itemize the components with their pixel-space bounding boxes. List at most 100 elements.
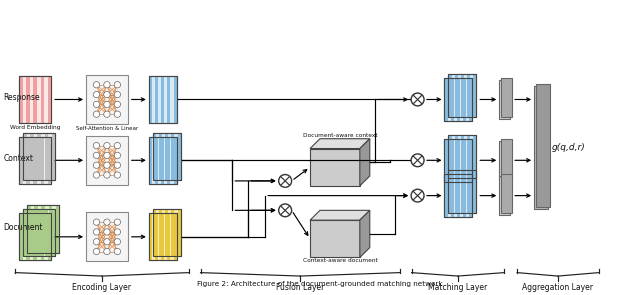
Bar xyxy=(449,74,476,117)
Bar xyxy=(444,139,472,182)
Bar xyxy=(19,137,51,184)
Bar xyxy=(26,76,30,123)
Bar xyxy=(86,136,128,185)
Circle shape xyxy=(114,82,120,88)
Circle shape xyxy=(411,93,424,106)
Bar xyxy=(23,133,55,180)
Circle shape xyxy=(93,91,100,98)
Text: g(q,d,r): g(q,d,r) xyxy=(552,143,586,152)
Bar xyxy=(33,76,37,123)
Bar xyxy=(444,78,472,121)
Circle shape xyxy=(104,82,110,88)
Bar xyxy=(173,213,177,260)
Bar xyxy=(30,209,34,256)
Bar xyxy=(463,78,466,121)
Bar xyxy=(28,205,59,253)
Bar xyxy=(33,213,37,260)
Bar xyxy=(454,135,458,178)
Polygon shape xyxy=(310,220,360,258)
Circle shape xyxy=(114,152,120,158)
Circle shape xyxy=(104,229,110,235)
Text: Document-aware context: Document-aware context xyxy=(303,133,377,138)
Bar xyxy=(161,76,164,123)
Bar xyxy=(159,209,162,256)
Circle shape xyxy=(93,172,100,178)
Bar xyxy=(19,137,51,184)
Bar xyxy=(47,213,51,260)
Bar xyxy=(449,74,476,117)
Bar xyxy=(159,133,162,180)
Circle shape xyxy=(93,162,100,168)
Bar xyxy=(26,137,30,184)
Circle shape xyxy=(104,91,110,98)
Bar xyxy=(52,133,55,180)
Bar xyxy=(461,170,464,213)
Bar xyxy=(167,213,170,260)
Text: Response: Response xyxy=(3,93,40,102)
Bar xyxy=(444,139,447,182)
Circle shape xyxy=(104,152,110,158)
Bar xyxy=(444,174,472,217)
Bar xyxy=(451,78,454,121)
Bar xyxy=(173,76,177,123)
Bar xyxy=(155,213,158,260)
Bar xyxy=(449,135,476,178)
Bar xyxy=(444,139,472,182)
Bar xyxy=(167,137,170,184)
Circle shape xyxy=(104,172,110,178)
Circle shape xyxy=(114,111,120,117)
Bar xyxy=(444,174,472,217)
Bar xyxy=(153,133,156,180)
Bar xyxy=(457,174,460,217)
Bar xyxy=(19,213,51,260)
Bar xyxy=(449,74,452,117)
Polygon shape xyxy=(360,210,370,258)
Bar xyxy=(148,76,177,123)
Bar xyxy=(451,174,454,217)
Circle shape xyxy=(114,142,120,149)
Bar xyxy=(148,137,177,184)
Circle shape xyxy=(114,91,120,98)
Bar xyxy=(473,135,476,178)
Bar xyxy=(473,170,476,213)
Bar xyxy=(463,139,466,182)
Polygon shape xyxy=(310,139,370,148)
Circle shape xyxy=(93,111,100,117)
Text: Context-aware document: Context-aware document xyxy=(303,258,378,263)
Bar xyxy=(449,170,476,213)
Text: Fusion Layer: Fusion Layer xyxy=(276,283,324,292)
Bar xyxy=(534,86,548,209)
Circle shape xyxy=(411,154,424,167)
Bar xyxy=(469,174,472,217)
Bar xyxy=(501,139,512,178)
Bar xyxy=(449,135,452,178)
Text: Self-Attention & Linear: Self-Attention & Linear xyxy=(76,126,138,131)
Bar xyxy=(499,176,510,215)
Text: Matching Layer: Matching Layer xyxy=(428,283,488,292)
Polygon shape xyxy=(310,210,370,220)
Bar xyxy=(28,205,59,253)
Bar xyxy=(177,133,180,180)
Bar xyxy=(501,78,512,117)
Bar xyxy=(38,133,41,180)
Circle shape xyxy=(93,101,100,108)
Bar xyxy=(23,209,55,256)
Text: Document: Document xyxy=(3,222,43,232)
Circle shape xyxy=(104,219,110,225)
Circle shape xyxy=(278,204,292,217)
Bar xyxy=(19,213,51,260)
Circle shape xyxy=(104,248,110,255)
Polygon shape xyxy=(310,148,360,186)
Bar xyxy=(444,174,447,217)
Circle shape xyxy=(104,162,110,168)
Bar xyxy=(153,209,180,256)
Text: Context: Context xyxy=(3,154,33,163)
Bar xyxy=(177,209,180,256)
Bar xyxy=(23,209,55,256)
Circle shape xyxy=(104,239,110,245)
Circle shape xyxy=(114,219,120,225)
Bar xyxy=(19,213,23,260)
Bar xyxy=(461,135,464,178)
Bar xyxy=(45,209,48,256)
Bar xyxy=(23,133,55,180)
